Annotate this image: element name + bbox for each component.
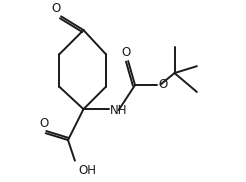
Text: O: O xyxy=(122,46,131,59)
Text: O: O xyxy=(39,117,49,130)
Text: O: O xyxy=(51,2,61,15)
Text: NH: NH xyxy=(110,104,128,116)
Text: O: O xyxy=(158,78,168,91)
Text: OH: OH xyxy=(78,164,96,177)
